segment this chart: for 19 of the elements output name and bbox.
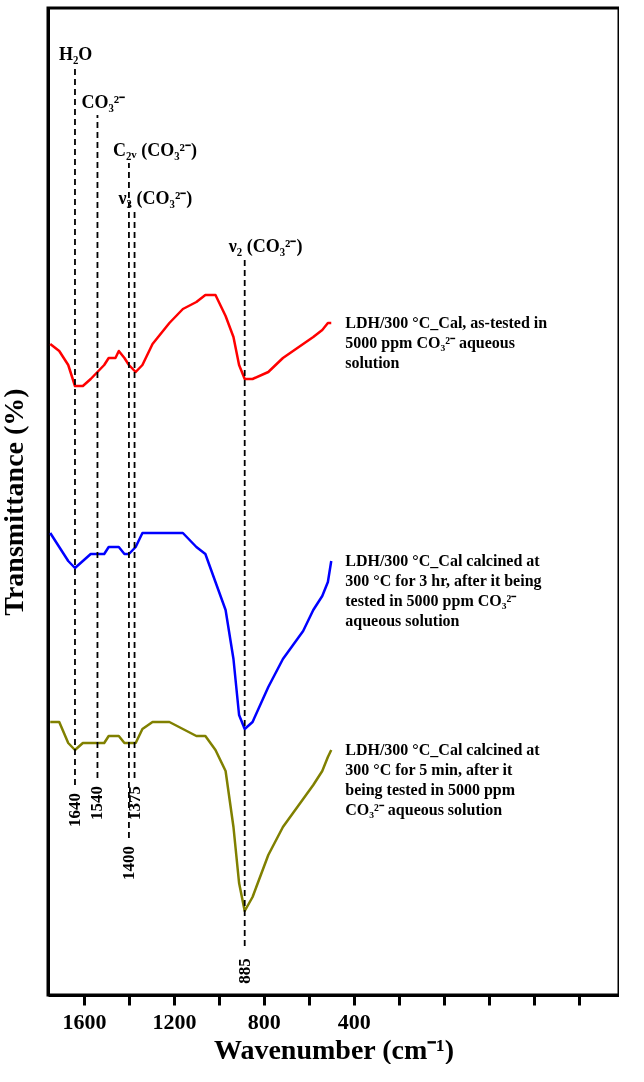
ref-line-label: ν₂ (CO₃²⁻) xyxy=(227,236,303,257)
x-tick-label: 800 xyxy=(247,1008,281,1034)
annotation: 1540 xyxy=(87,786,107,820)
x-tick-label: 1600 xyxy=(62,1008,107,1034)
ref-line-label: C₂ᵥ (CO₃²⁻) xyxy=(112,140,198,161)
series-label: LDH/300 °C_Cal calcined at 300 °C for 3 hr, after it being tested in 5000 ppm CO₃²⁻ aqueous solution xyxy=(345,552,542,630)
series-label: LDH/300 °C_Cal calcined at 300 °C for 5 min, after it being tested in 5000 ppm CO₃²⁻ aqueous solution xyxy=(345,741,541,819)
x-axis-title: Wavenumber (cm⁻¹) xyxy=(213,1033,455,1065)
x-tick-label: 400 xyxy=(337,1008,371,1034)
ref-line-label: ν₃ (CO₃²⁻) xyxy=(117,188,193,209)
series-label: LDH/300 °C_Cal, as-tested in 5000 ppm CO₃²⁻ aqueous solution xyxy=(345,314,548,371)
ref-line-label: H₂O xyxy=(58,44,93,64)
annotation: 1640 xyxy=(64,793,84,827)
annotation: 1400 xyxy=(118,846,138,880)
x-tick-label: 1200 xyxy=(152,1008,197,1034)
annotation: 1375 xyxy=(124,786,144,820)
ref-line-label: CO₃²⁻ xyxy=(81,92,126,112)
annotation: 885 xyxy=(234,958,254,984)
y-axis-title: Transmittance (%) xyxy=(0,388,29,616)
